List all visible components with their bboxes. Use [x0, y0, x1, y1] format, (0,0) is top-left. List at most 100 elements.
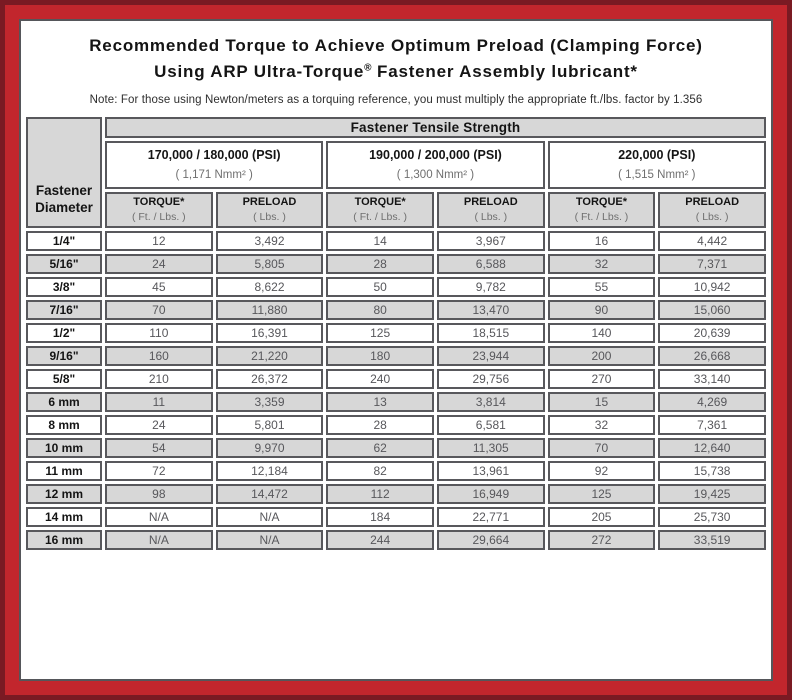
value-cell: 13,470	[436, 299, 545, 320]
value-cell: 19,425	[658, 483, 766, 504]
diameter-cell: 6 mm	[26, 391, 102, 412]
value-cell: 3,359	[215, 391, 324, 412]
value-cell: 26,668	[658, 345, 766, 366]
value-cell: 13,961	[436, 460, 545, 481]
value-cell: 205	[547, 506, 656, 527]
value-cell: 4,442	[658, 230, 766, 251]
corner-header-fastener-diameter: Fastener Diameter	[26, 116, 102, 228]
table-row: 8 mm 24 5,801 28 6,581 32 7,361	[26, 414, 766, 435]
table-row: 1/2" 110 16,391 125 18,515 140 20,639	[26, 322, 766, 343]
value-cell: 23,944	[436, 345, 545, 366]
table-row: 14 mm N/A N/A 184 22,771 205 25,730	[26, 506, 766, 527]
table-row: 12 mm 98 14,472 112 16,949 125 19,425	[26, 483, 766, 504]
value-cell: 3,967	[436, 230, 545, 251]
value-cell: 33,140	[658, 368, 766, 389]
table-row: 7/16" 70 11,880 80 13,470 90 15,060	[26, 299, 766, 320]
value-cell: 12,184	[215, 460, 324, 481]
value-cell: 112	[326, 483, 434, 504]
value-cell: 8,622	[215, 276, 324, 297]
value-cell: 32	[547, 253, 656, 274]
diameter-cell: 1/4"	[26, 230, 102, 251]
value-cell: 18,515	[436, 322, 545, 343]
psi-header-170-180: 170,000 / 180,000 (PSI) ( 1,171 Nmm² )	[105, 140, 324, 189]
torque-unit: ( Ft. / Lbs. )	[131, 211, 186, 224]
diameter-cell: 1/2"	[26, 322, 102, 343]
diameter-cell: 5/16"	[26, 253, 102, 274]
value-cell: 184	[326, 506, 434, 527]
preload-label: PRELOAD	[685, 196, 740, 209]
nmm-value: ( 1,515 Nmm² )	[618, 169, 696, 182]
value-cell: 125	[547, 483, 656, 504]
value-cell: N/A	[215, 529, 324, 550]
value-cell: 12,640	[658, 437, 766, 458]
value-cell: 50	[326, 276, 434, 297]
value-cell: 270	[547, 368, 656, 389]
title-line-2: Using ARP Ultra-Torque® Fastener Assembl…	[23, 59, 769, 85]
content-panel: Recommended Torque to Achieve Optimum Pr…	[19, 19, 773, 681]
value-cell: 140	[547, 322, 656, 343]
value-cell: 12	[105, 230, 213, 251]
value-cell: 20,639	[658, 322, 766, 343]
value-cell: 3,492	[215, 230, 324, 251]
table-body: 1/4" 12 3,492 14 3,967 16 4,442 5/16" 24 5,805 28 6…	[26, 230, 766, 550]
value-cell: N/A	[105, 529, 213, 550]
preload-label: PRELOAD	[463, 196, 518, 209]
value-cell: 6,588	[436, 253, 545, 274]
value-cell: 15,060	[658, 299, 766, 320]
red-frame: Recommended Torque to Achieve Optimum Pr…	[5, 5, 787, 695]
preload-header-3: PRELOAD ( Lbs. )	[658, 191, 766, 228]
table-row: 3/8" 45 8,622 50 9,782 55 10,942	[26, 276, 766, 297]
value-cell: 6,581	[436, 414, 545, 435]
diameter-cell: 12 mm	[26, 483, 102, 504]
value-cell: 28	[326, 253, 434, 274]
value-cell: 210	[105, 368, 213, 389]
value-cell: 5,805	[215, 253, 324, 274]
diameter-cell: 16 mm	[26, 529, 102, 550]
value-cell: 16,391	[215, 322, 324, 343]
value-cell: 110	[105, 322, 213, 343]
diameter-cell: 9/16"	[26, 345, 102, 366]
table-row: 11 mm 72 12,184 82 13,961 92 15,738	[26, 460, 766, 481]
value-cell: 90	[547, 299, 656, 320]
value-cell: 29,664	[436, 529, 545, 550]
value-cell: 11,305	[436, 437, 545, 458]
torque-header-2: TORQUE* ( Ft. / Lbs. )	[326, 191, 434, 228]
diameter-cell: 10 mm	[26, 437, 102, 458]
diameter-cell: 11 mm	[26, 460, 102, 481]
value-cell: 98	[105, 483, 213, 504]
value-cell: 24	[105, 253, 213, 274]
psi-header-row: 170,000 / 180,000 (PSI) ( 1,171 Nmm² ) 1…	[26, 140, 766, 189]
table-row: 16 mm N/A N/A 244 29,664 272 33,519	[26, 529, 766, 550]
value-cell: 14	[326, 230, 434, 251]
psi-value: 220,000 (PSI)	[618, 148, 696, 163]
value-cell: 9,970	[215, 437, 324, 458]
value-cell: 21,220	[215, 345, 324, 366]
torque-table: Fastener Diameter Fastener Tensile Stren…	[23, 114, 769, 553]
preload-header-2: PRELOAD ( Lbs. )	[436, 191, 545, 228]
value-cell: 14,472	[215, 483, 324, 504]
psi-header-190-200: 190,000 / 200,000 (PSI) ( 1,300 Nmm² )	[326, 140, 545, 189]
value-cell: 16	[547, 230, 656, 251]
value-cell: 5,801	[215, 414, 324, 435]
value-cell: 82	[326, 460, 434, 481]
value-cell: 11,880	[215, 299, 324, 320]
value-cell: 25,730	[658, 506, 766, 527]
sub-header-row: TORQUE* ( Ft. / Lbs. ) PRELOAD ( Lbs. ) …	[26, 191, 766, 228]
value-cell: 22,771	[436, 506, 545, 527]
value-cell: 244	[326, 529, 434, 550]
preload-unit: ( Lbs. )	[474, 211, 508, 224]
value-cell: 200	[547, 345, 656, 366]
diameter-cell: 7/16"	[26, 299, 102, 320]
value-cell: 16,949	[436, 483, 545, 504]
value-cell: 62	[326, 437, 434, 458]
diameter-cell: 8 mm	[26, 414, 102, 435]
title-line-2-pre: Using ARP Ultra-Torque	[154, 62, 365, 82]
value-cell: 29,756	[436, 368, 545, 389]
table-row: 5/16" 24 5,805 28 6,588 32 7,371	[26, 253, 766, 274]
value-cell: 180	[326, 345, 434, 366]
value-cell: 70	[547, 437, 656, 458]
nmm-value: ( 1,171 Nmm² )	[175, 169, 253, 182]
torque-label: TORQUE*	[354, 196, 406, 209]
table-row: 6 mm 11 3,359 13 3,814 15 4,269	[26, 391, 766, 412]
page-title: Recommended Torque to Achieve Optimum Pr…	[23, 33, 769, 86]
